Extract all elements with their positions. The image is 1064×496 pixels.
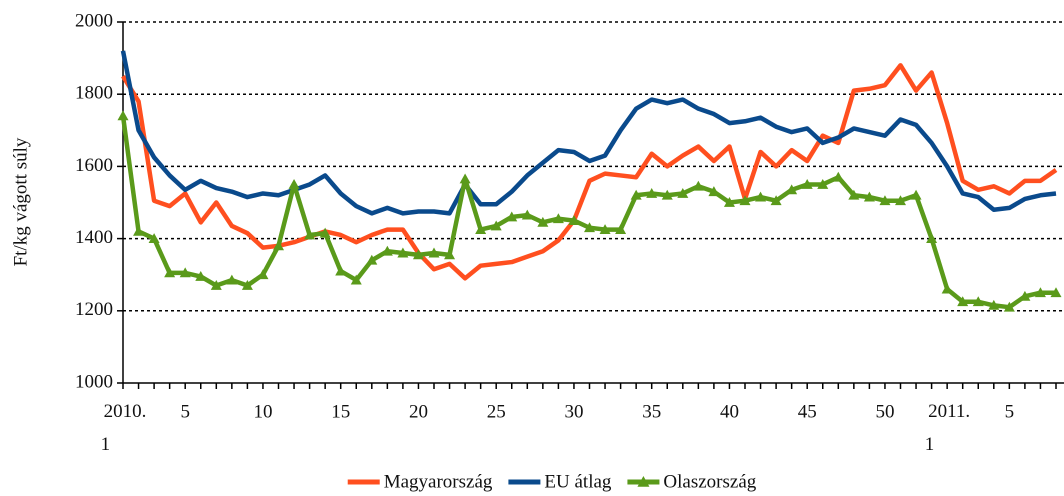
marker: [537, 216, 549, 227]
marker: [1019, 290, 1031, 301]
marker: [817, 178, 829, 189]
x-tick-label: 10: [253, 401, 272, 422]
x-tick-label: 35: [642, 401, 661, 422]
marker: [770, 195, 782, 206]
x-tick-label: 5: [180, 401, 190, 422]
marker: [832, 171, 844, 182]
legend-label: EU átlag: [544, 471, 612, 492]
x-tick-label: 5: [1005, 401, 1015, 422]
y-axis-label: Ft/kg vágott súly: [10, 137, 31, 266]
marker: [599, 224, 611, 234]
x-tick-label: 30: [564, 401, 583, 422]
marker: [972, 296, 984, 307]
marker: [506, 211, 518, 222]
marker: [350, 274, 362, 285]
marker: [988, 299, 1000, 310]
series-line: [121, 63, 1058, 281]
marker: [226, 274, 238, 285]
x-tick-label: 40: [720, 401, 739, 422]
y-tick-label: 1400: [75, 227, 113, 248]
y-tick-label: 2000: [75, 10, 113, 31]
marker: [568, 215, 580, 225]
legend-label: Magyarország: [384, 471, 493, 492]
marker: [490, 220, 502, 231]
marker: [195, 271, 207, 281]
marker: [801, 178, 813, 189]
y-tick-label: 1600: [75, 155, 113, 176]
marker: [941, 283, 953, 294]
legend-label: Olaszország: [663, 471, 756, 492]
marker: [646, 187, 658, 198]
marker: [397, 247, 409, 258]
y-tick-label: 1200: [75, 299, 113, 320]
marker: [739, 195, 751, 206]
marker: [584, 222, 595, 233]
marker: [241, 280, 253, 290]
marker: [786, 184, 798, 195]
marker: [863, 191, 875, 202]
marker: [521, 209, 533, 220]
marker: [164, 267, 176, 278]
marker: [117, 110, 129, 121]
marker: [475, 224, 487, 234]
marker: [412, 249, 424, 260]
marker: [304, 229, 316, 240]
marker: [910, 189, 922, 200]
marker: [366, 254, 378, 265]
marker: [319, 227, 331, 238]
marker: [335, 265, 347, 276]
marker: [459, 173, 471, 184]
marker: [210, 280, 222, 290]
marker: [444, 249, 456, 260]
marker: [723, 197, 735, 207]
marker: [428, 247, 440, 258]
x-tick-label: 50: [875, 401, 894, 422]
legend: Magyarország EU átlag Olaszország: [347, 471, 757, 492]
x-tick-label: 2011. 1: [920, 401, 970, 455]
marker: [692, 180, 704, 191]
marker: [257, 269, 269, 280]
legend-marker: [637, 476, 650, 487]
x-tick-label: 25: [487, 401, 506, 422]
y-tick-label: 1800: [75, 83, 113, 104]
marker: [708, 186, 720, 197]
marker: [1003, 301, 1015, 312]
marker: [148, 233, 160, 243]
x-tick-label: 45: [798, 401, 817, 422]
marker: [615, 224, 627, 234]
marker: [661, 189, 673, 200]
marker: [677, 187, 689, 198]
marker: [957, 296, 969, 307]
marker: [755, 191, 767, 202]
marker: [630, 189, 642, 200]
marker: [133, 225, 145, 236]
marker: [848, 189, 860, 200]
series-line: [120, 50, 1057, 216]
marker: [1034, 287, 1046, 298]
x-tick-label: 2010. 1: [96, 401, 147, 455]
marker: [288, 178, 300, 189]
marker: [381, 245, 393, 256]
marker: [552, 213, 564, 224]
marker: [895, 195, 906, 206]
x-tick-label: 20: [409, 401, 428, 422]
marker: [1050, 287, 1062, 298]
marker: [179, 267, 191, 278]
x-tick-label: 15: [331, 401, 350, 422]
y-tick-label: 1000: [75, 371, 113, 392]
marker: [926, 233, 938, 243]
marker: [273, 240, 284, 251]
marker: [879, 195, 891, 206]
